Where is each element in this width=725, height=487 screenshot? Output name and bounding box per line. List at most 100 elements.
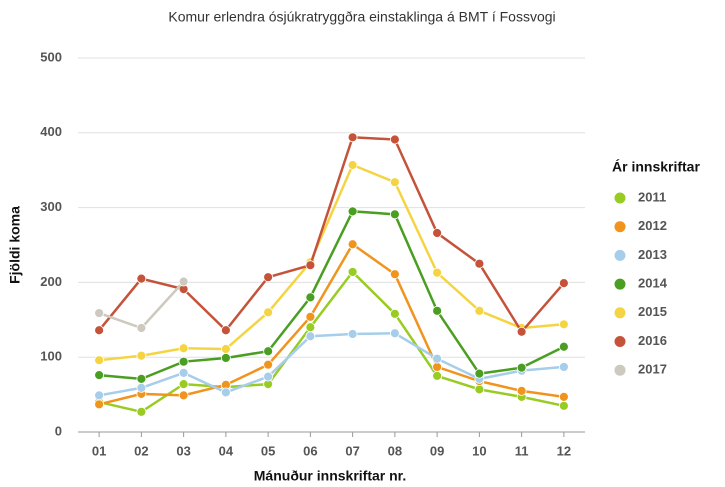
data-point [178, 343, 189, 354]
series-line [98, 332, 564, 397]
x-tick-label: 08 [388, 443, 402, 458]
y-tick-label: 500 [40, 49, 62, 64]
legend-label: 2015 [638, 304, 667, 319]
legend-marker [614, 249, 626, 261]
data-point [347, 160, 358, 170]
data-point [220, 387, 231, 398]
data-point [220, 325, 231, 336]
x-axis-title: Mánuður innskriftar nr. [254, 468, 406, 484]
data-point [389, 209, 400, 220]
data-point [178, 368, 189, 378]
legend-marker [614, 221, 626, 233]
x-tick-label: 05 [261, 443, 275, 458]
x-tick-label: 06 [303, 443, 317, 458]
data-point [94, 399, 105, 410]
data-point [389, 308, 400, 319]
data-point [432, 362, 443, 372]
data-point [347, 132, 358, 143]
y-tick-label: 300 [40, 199, 62, 214]
data-point [136, 373, 147, 384]
legend-title: Ár innskriftar [612, 159, 700, 175]
data-point [558, 278, 569, 289]
y-tick-label: 0 [55, 423, 62, 438]
y-tick-label: 200 [40, 274, 62, 289]
x-tick-label: 10 [472, 443, 486, 458]
data-point [94, 390, 105, 401]
data-point [305, 292, 316, 303]
data-point [220, 353, 231, 363]
data-point [474, 384, 485, 395]
y-axis-title: Fjöldi koma [7, 206, 23, 284]
legend-marker [614, 336, 626, 347]
legend-label: 2017 [638, 362, 667, 377]
data-point [558, 400, 569, 411]
data-point [263, 307, 274, 318]
data-point [389, 134, 400, 145]
y-tick-label: 100 [40, 349, 62, 364]
data-point [136, 273, 147, 284]
data-point [474, 305, 485, 316]
data-point [432, 305, 443, 316]
data-point [347, 239, 358, 250]
data-point [220, 344, 231, 354]
data-point [305, 260, 316, 271]
data-point [136, 350, 147, 361]
series-line [98, 280, 185, 330]
x-tick-label: 02 [134, 443, 148, 458]
data-point [178, 379, 189, 390]
data-point [94, 325, 105, 336]
data-point [347, 206, 358, 217]
data-point [558, 391, 569, 402]
data-point [347, 267, 358, 277]
legend-marker [614, 278, 626, 290]
data-point [558, 362, 569, 372]
chart-title: Komur erlendra ósjúkratryggðra einstakli… [168, 9, 555, 25]
data-point [136, 406, 147, 417]
series-line [98, 242, 565, 406]
series-line [99, 210, 565, 381]
data-point [474, 368, 485, 379]
data-point [389, 177, 400, 188]
data-point [389, 328, 400, 339]
data-point [94, 308, 105, 318]
series-line [98, 270, 565, 414]
data-point [305, 311, 316, 322]
data-point [178, 356, 189, 367]
data-point [94, 370, 105, 381]
data-point [474, 258, 485, 269]
data-point [432, 267, 443, 278]
legend-marker [614, 364, 626, 376]
y-tick-label: 400 [40, 124, 62, 139]
data-point [263, 359, 274, 370]
data-point [432, 353, 443, 364]
series-line [98, 135, 565, 334]
legend-label: 2014 [638, 276, 668, 291]
legend-label: 2012 [638, 218, 667, 233]
x-tick-label: 03 [176, 443, 190, 458]
x-tick-label: 11 [515, 443, 529, 458]
data-point [389, 269, 400, 280]
data-point [136, 382, 147, 393]
x-tick-label: 04 [219, 443, 234, 458]
data-point [263, 272, 274, 283]
data-point [516, 362, 527, 373]
data-point [178, 276, 189, 287]
data-point [178, 390, 189, 401]
data-point [305, 331, 316, 342]
data-point [558, 341, 569, 352]
data-point [516, 326, 527, 337]
data-point [516, 385, 527, 396]
data-point [94, 355, 105, 366]
data-point [432, 370, 443, 381]
series-line [98, 163, 564, 362]
x-tick-label: 07 [345, 443, 359, 458]
data-point [558, 319, 569, 330]
x-tick-label: 12 [557, 443, 571, 458]
data-point [432, 228, 443, 238]
x-tick-label: 01 [92, 443, 106, 458]
data-point [263, 346, 274, 357]
data-point [347, 329, 358, 339]
data-point [136, 323, 147, 333]
legend-label: 2011 [638, 189, 666, 204]
